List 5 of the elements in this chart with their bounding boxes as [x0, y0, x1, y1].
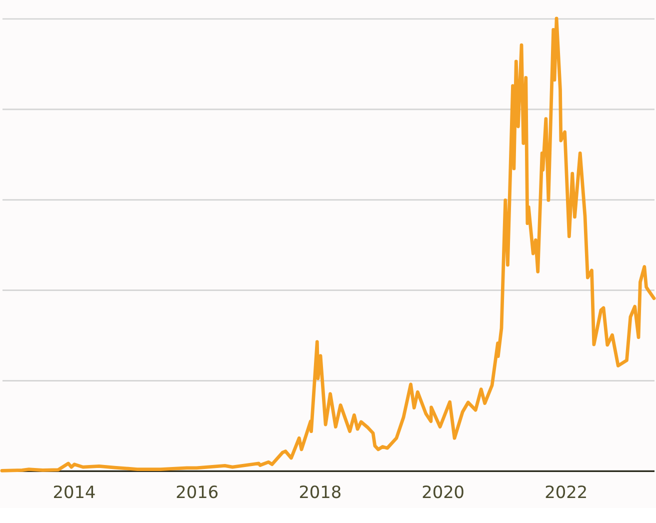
x-tick-label: 2020 [422, 482, 465, 502]
x-tick-label: 2022 [544, 482, 588, 502]
x-tick-label: 2016 [176, 482, 219, 502]
x-tick-label: 2014 [52, 482, 96, 502]
x-tick-label: 2018 [298, 482, 342, 502]
